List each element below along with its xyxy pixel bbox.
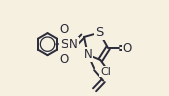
Text: O: O bbox=[123, 41, 132, 55]
Text: Cl: Cl bbox=[100, 67, 111, 77]
Text: O: O bbox=[59, 23, 68, 36]
Text: N: N bbox=[83, 48, 92, 61]
Text: O: O bbox=[59, 53, 68, 66]
Text: S: S bbox=[60, 38, 68, 51]
Text: N: N bbox=[69, 38, 78, 51]
Text: S: S bbox=[95, 26, 104, 39]
